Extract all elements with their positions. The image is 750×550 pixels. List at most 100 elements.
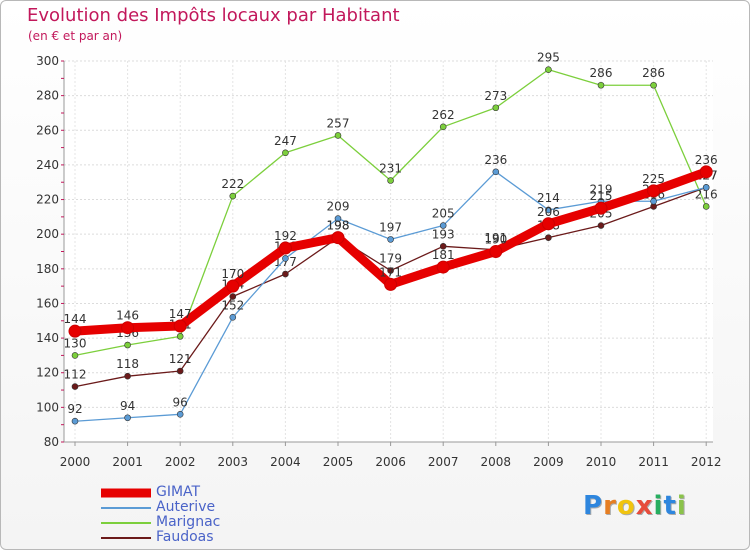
data-point-gimat <box>173 319 187 333</box>
data-point-faudoas <box>597 222 605 229</box>
data-point-gimat <box>226 279 240 293</box>
y-tick-label: 140 <box>36 331 59 345</box>
x-tick-label: 2002 <box>165 455 196 469</box>
x-tick-label: 2008 <box>481 455 512 469</box>
x-tick-label: 2001 <box>112 455 143 469</box>
y-tick-label: 180 <box>36 262 59 276</box>
data-point-marignac <box>71 352 79 359</box>
y-tick-label: 100 <box>36 400 59 414</box>
x-tick-label: 2009 <box>533 455 564 469</box>
data-label-auterive: 92 <box>67 402 82 416</box>
data-label-gimat: 181 <box>432 248 455 262</box>
data-point-marignac <box>282 149 289 157</box>
data-point-gimat <box>384 277 398 291</box>
data-label-marignac: 273 <box>484 89 507 103</box>
data-label-gimat: 190 <box>484 233 507 247</box>
data-point-marignac <box>492 104 500 112</box>
data-label-auterive: 94 <box>120 399 135 413</box>
x-tick-label: 2003 <box>218 455 249 469</box>
data-point-auterive <box>702 184 710 191</box>
legend-label: Auterive <box>156 499 216 515</box>
data-label-faudoas: 191 <box>484 231 507 245</box>
data-point-marignac <box>124 341 131 349</box>
data-point-auterive <box>124 414 131 422</box>
data-label-auterive: 209 <box>327 200 350 214</box>
data-label-faudoas: 121 <box>169 352 192 366</box>
data-point-gimat <box>594 201 608 215</box>
data-label-auterive: 205 <box>432 207 455 221</box>
logo-letter: r <box>603 491 617 521</box>
x-tick-label: 2004 <box>270 455 301 469</box>
data-point-marignac <box>387 177 394 184</box>
chart-subtitle: (en € et par an) <box>28 29 123 43</box>
data-label-gimat: 215 <box>590 189 613 203</box>
data-label-gimat: 236 <box>695 153 718 167</box>
data-point-gimat <box>68 324 82 338</box>
data-label-marignac: 286 <box>642 66 665 80</box>
data-label-gimat: 225 <box>642 172 665 186</box>
y-tick-label: 80 <box>44 435 59 449</box>
data-point-faudoas <box>176 367 184 375</box>
legend-swatch <box>101 488 151 497</box>
data-point-marignac <box>176 333 184 340</box>
data-point-faudoas <box>545 234 552 241</box>
x-tick-label: 2005 <box>323 455 354 469</box>
x-tick-label: 2007 <box>428 455 459 469</box>
data-label-marignac: 295 <box>537 51 560 65</box>
data-point-auterive <box>439 222 447 229</box>
data-point-auterive <box>282 255 289 262</box>
data-point-auterive <box>492 168 500 176</box>
y-tick-label: 240 <box>36 158 59 172</box>
data-label-auterive: 152 <box>221 298 244 312</box>
data-point-gimat <box>121 321 135 335</box>
data-point-auterive <box>334 215 342 222</box>
legend-swatch <box>101 536 151 539</box>
data-label-faudoas: 179 <box>379 252 402 266</box>
x-tick-label: 2011 <box>638 455 669 469</box>
data-point-faudoas <box>387 267 394 274</box>
data-label-marignac: 257 <box>327 116 350 130</box>
logo-letter: i <box>653 491 664 521</box>
logo-letter: t <box>663 491 677 521</box>
data-point-faudoas <box>124 372 131 380</box>
data-point-marignac <box>439 123 447 131</box>
data-label-marignac: 130 <box>64 336 87 350</box>
data-point-gimat <box>699 165 713 179</box>
data-label-auterive: 236 <box>484 153 507 167</box>
data-point-marignac <box>702 203 710 210</box>
logo-letter: o <box>616 491 636 521</box>
legend-label: Faudoas <box>156 529 214 545</box>
data-point-auterive <box>545 206 552 214</box>
data-point-marignac <box>334 132 342 139</box>
data-label-marignac: 216 <box>695 187 718 201</box>
x-tick-label: 2012 <box>691 455 722 469</box>
plot-area <box>64 61 713 442</box>
data-point-auterive <box>71 417 79 425</box>
legend-label: GIMAT <box>156 484 201 500</box>
data-label-auterive: 197 <box>379 220 402 234</box>
data-label-marignac: 262 <box>432 108 455 122</box>
data-point-marignac <box>229 192 237 200</box>
data-point-auterive <box>176 410 184 418</box>
data-point-marignac <box>545 66 552 73</box>
data-label-auterive: 214 <box>537 191 560 205</box>
data-label-gimat: 198 <box>327 219 350 233</box>
y-tick-label: 260 <box>36 123 59 137</box>
logo-letter: x <box>635 491 654 521</box>
data-point-gimat <box>541 217 555 231</box>
data-point-gimat <box>331 231 345 245</box>
data-label-marignac: 247 <box>274 134 297 148</box>
data-label-gimat: 170 <box>221 267 244 281</box>
data-point-faudoas <box>71 383 79 390</box>
data-point-auterive <box>229 314 237 321</box>
data-label-gimat: 146 <box>116 309 139 323</box>
data-label-auterive: 96 <box>173 395 188 409</box>
y-tick-label: 300 <box>36 54 59 68</box>
x-tick-label: 2010 <box>586 455 617 469</box>
proxiti-logo: Proxiti <box>583 491 687 521</box>
data-label-marignac: 222 <box>221 177 244 191</box>
legend-label: Marignac <box>156 514 221 530</box>
data-point-gimat <box>647 184 661 198</box>
